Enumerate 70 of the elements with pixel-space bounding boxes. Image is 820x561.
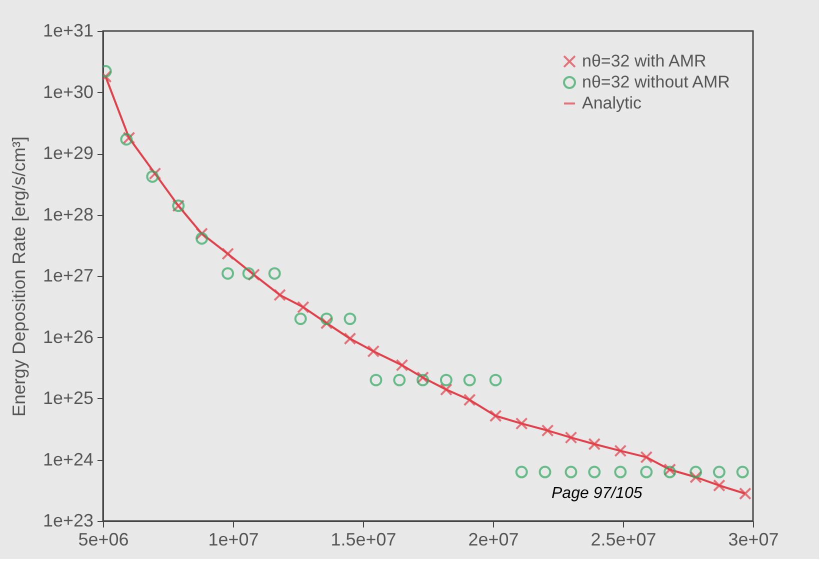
point — [148, 167, 162, 180]
y-tick-label: 1e+25 — [42, 388, 94, 408]
legend-label: nθ=32 without AMR — [582, 72, 730, 92]
point — [736, 466, 749, 478]
y-axis-title: Energy Deposition Rate [erg/s/cm³] — [8, 136, 29, 417]
point — [440, 383, 452, 396]
point — [344, 312, 356, 326]
y-tick-label: 1e+23 — [42, 510, 94, 530]
point — [588, 438, 601, 450]
legend-label: nθ=32 with AMR — [582, 52, 706, 70]
point — [196, 227, 208, 240]
point — [396, 358, 408, 372]
point — [370, 374, 382, 386]
point — [320, 316, 333, 330]
point — [489, 410, 502, 422]
point — [294, 312, 307, 326]
point — [196, 232, 208, 245]
point — [416, 374, 430, 386]
point — [489, 374, 502, 386]
point — [146, 170, 159, 183]
y-tick-label: 1e+28 — [42, 204, 94, 224]
point — [664, 466, 676, 478]
point — [320, 312, 333, 326]
y-tick-label: 1e+26 — [42, 326, 94, 347]
point — [712, 479, 726, 492]
point — [416, 371, 430, 384]
x-tick-label: 2.5e+07 — [590, 530, 656, 550]
legend-label: Analytic — [582, 94, 642, 112]
y-tick-label: 1e+31 — [42, 20, 94, 40]
annotation: Page 97/105 — [552, 485, 642, 502]
point — [222, 267, 234, 280]
x-tick-label: 5e+06 — [78, 530, 129, 550]
point — [440, 374, 452, 386]
point — [222, 248, 234, 260]
point — [541, 424, 554, 437]
point — [344, 332, 356, 345]
y-tick-label: 1e+29 — [42, 143, 94, 163]
point — [122, 132, 136, 144]
point — [120, 133, 133, 146]
point — [515, 417, 528, 430]
point — [640, 466, 653, 478]
point — [296, 300, 310, 314]
point — [690, 466, 702, 478]
point — [614, 444, 627, 458]
point — [690, 470, 702, 484]
x-tick-label: 1.5e+07 — [330, 530, 396, 550]
point — [463, 394, 476, 406]
point — [564, 431, 578, 444]
y-tick-label: 1e+27 — [42, 266, 94, 286]
point — [640, 450, 653, 464]
y-tick-label: 1e+30 — [42, 82, 94, 102]
point — [712, 466, 726, 478]
point — [738, 487, 752, 500]
point — [664, 463, 676, 476]
point — [538, 466, 552, 478]
point — [274, 288, 286, 302]
x-tick-label: 3e+07 — [728, 530, 779, 550]
x-tick-label: 2e+07 — [468, 530, 519, 550]
point — [588, 466, 601, 478]
point — [248, 268, 260, 281]
point — [515, 466, 528, 478]
point — [564, 466, 578, 478]
point — [393, 374, 406, 386]
point — [614, 466, 627, 478]
point — [367, 345, 380, 358]
x-tick-label: 1e+07 — [208, 530, 259, 550]
y-tick-label: 1e+24 — [42, 449, 94, 470]
point — [242, 267, 255, 280]
point — [268, 267, 281, 280]
point — [463, 374, 476, 386]
